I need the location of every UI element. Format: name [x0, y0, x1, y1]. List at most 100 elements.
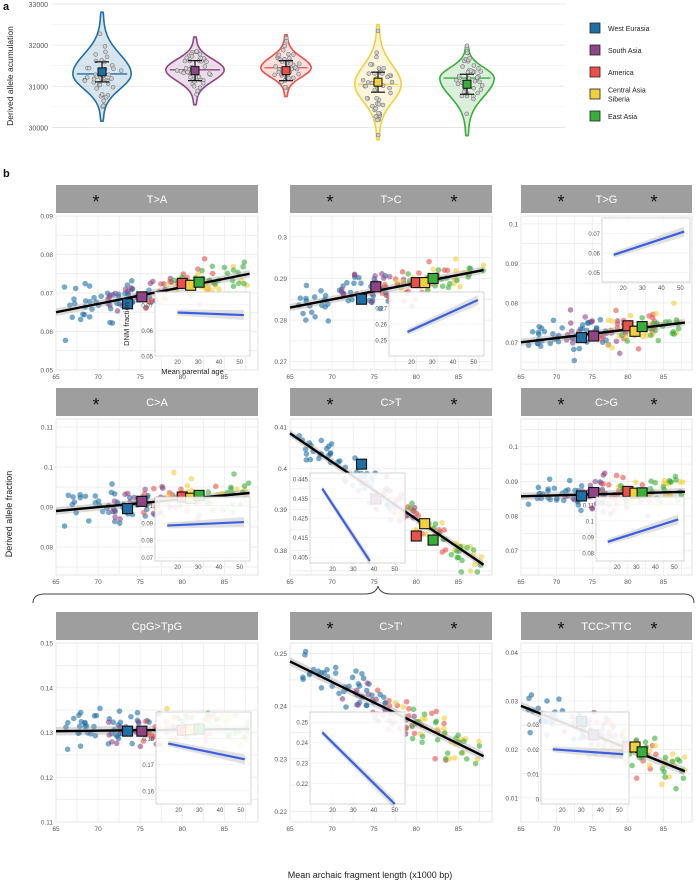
data-point	[300, 676, 306, 683]
significance-star: *	[650, 192, 657, 212]
data-point	[476, 738, 482, 745]
data-point	[104, 54, 110, 60]
data-point	[646, 762, 653, 769]
data-point	[327, 450, 334, 457]
data-point	[480, 83, 485, 88]
data-point	[525, 501, 532, 508]
data-point	[109, 481, 115, 487]
y-tick-label: 0.07	[40, 291, 53, 298]
data-point	[375, 117, 380, 123]
inset-x-tick-label: 50	[236, 565, 243, 571]
inset-x-tick-label: 50	[237, 808, 244, 814]
data-point	[77, 316, 84, 323]
data-point	[199, 267, 205, 274]
data-point	[86, 283, 93, 289]
data-point	[82, 493, 89, 500]
legend-item: South Asia	[589, 44, 642, 56]
x-tick-label: 70	[553, 826, 561, 833]
inset-x-tick-label: 30	[639, 286, 646, 292]
y-tick-label: 0.08	[505, 514, 518, 521]
inset-y-tick-label: 0.07	[141, 556, 153, 562]
data-point	[363, 702, 370, 709]
data-point	[407, 505, 414, 512]
significance-star: *	[650, 395, 657, 415]
data-point	[286, 51, 291, 57]
data-point	[472, 760, 479, 767]
y-tick-label: 0.09	[505, 261, 518, 268]
data-point	[158, 281, 164, 287]
inset-x-tick-label: 20	[329, 567, 336, 573]
data-point	[319, 302, 325, 309]
data-point	[454, 554, 460, 561]
data-point	[198, 55, 204, 61]
panel-title: T>G	[596, 194, 618, 206]
mean-marker	[97, 67, 107, 77]
regression-line	[55, 491, 250, 513]
inset-x-axis-label: Mean parental age	[161, 367, 224, 376]
data-point	[332, 670, 339, 676]
data-point	[566, 477, 573, 484]
data-point	[303, 295, 309, 302]
data-point	[99, 92, 105, 97]
inset-x-tick-label: 20	[614, 565, 621, 571]
x-tick-label: 65	[52, 826, 60, 833]
legend: West Eurasia South Asia America Central Asi…	[589, 22, 650, 122]
data-point	[433, 708, 440, 715]
data-point	[111, 491, 118, 497]
data-point	[202, 64, 208, 69]
y-tick-label: 0.25	[274, 651, 287, 658]
x-tick-label: 75	[371, 374, 379, 381]
data-point	[171, 277, 177, 284]
inset-x-tick-label: 40	[216, 360, 223, 366]
inset-plot: 0 0.01 0.02 0.03 20 30 40 50	[527, 711, 630, 814]
data-point	[405, 271, 411, 277]
data-point	[77, 491, 83, 498]
y-tick-label: 0.11	[41, 820, 54, 827]
data-point	[134, 709, 141, 716]
data-point	[623, 334, 630, 340]
data-point	[291, 75, 296, 81]
scatter-panel-cpg-tpg: CpG>TpG 0.11 0.12 0.13 0.14 0.15 65 70 75 80 85 0.1…	[40, 612, 259, 833]
data-point	[114, 300, 120, 307]
data-point	[69, 501, 76, 508]
significance-star: *	[92, 395, 99, 415]
data-point	[82, 78, 88, 83]
data-point	[546, 476, 553, 482]
data-point	[458, 569, 465, 575]
violin-south-asia	[165, 36, 225, 106]
significance-star: *	[92, 192, 99, 212]
inset-y-tick-label: 0.17	[142, 763, 154, 769]
inset-y-tick-label: 0.05	[141, 355, 153, 361]
x-tick-label: 75	[589, 374, 597, 381]
data-point	[444, 750, 451, 756]
y-tick-label: 0.13	[40, 730, 53, 737]
inset-x-tick-label: 50	[671, 565, 678, 571]
inset-y-tick-label: 0.435	[293, 497, 309, 503]
group-mean-marker	[355, 458, 368, 470]
data-point	[344, 279, 350, 286]
data-point	[302, 446, 309, 453]
data-point	[576, 345, 583, 352]
inset-y-tick-label: 0.09	[141, 521, 153, 527]
inset-y-tick-label: 0.25	[296, 721, 308, 727]
data-point	[142, 718, 149, 725]
x-tick-label: 65	[517, 826, 525, 833]
data-point	[110, 84, 116, 90]
data-point	[191, 84, 197, 89]
inset-regression-line	[167, 520, 244, 527]
data-point	[463, 756, 470, 762]
data-point	[184, 482, 191, 489]
data-point	[164, 281, 171, 288]
data-point	[86, 65, 92, 71]
data-point	[454, 277, 460, 284]
inset-x-tick-label: 20	[174, 360, 181, 366]
inset-plot: 0.405 0.415 0.425 0.435 0.445 20 30 40 50	[293, 472, 406, 573]
inset-y-tick-label: 0.02	[527, 748, 539, 754]
data-point	[570, 346, 577, 353]
y-tick-label: 0.14	[40, 685, 53, 692]
scatter-grid: Derived allele fraction Mean archaic frag…	[4, 185, 695, 880]
inset-plot: 0.05 0.06 0.07 20 30 40 50 DNM fraction Mean par…	[122, 291, 251, 376]
data-point	[228, 486, 234, 492]
data-point	[464, 43, 470, 48]
